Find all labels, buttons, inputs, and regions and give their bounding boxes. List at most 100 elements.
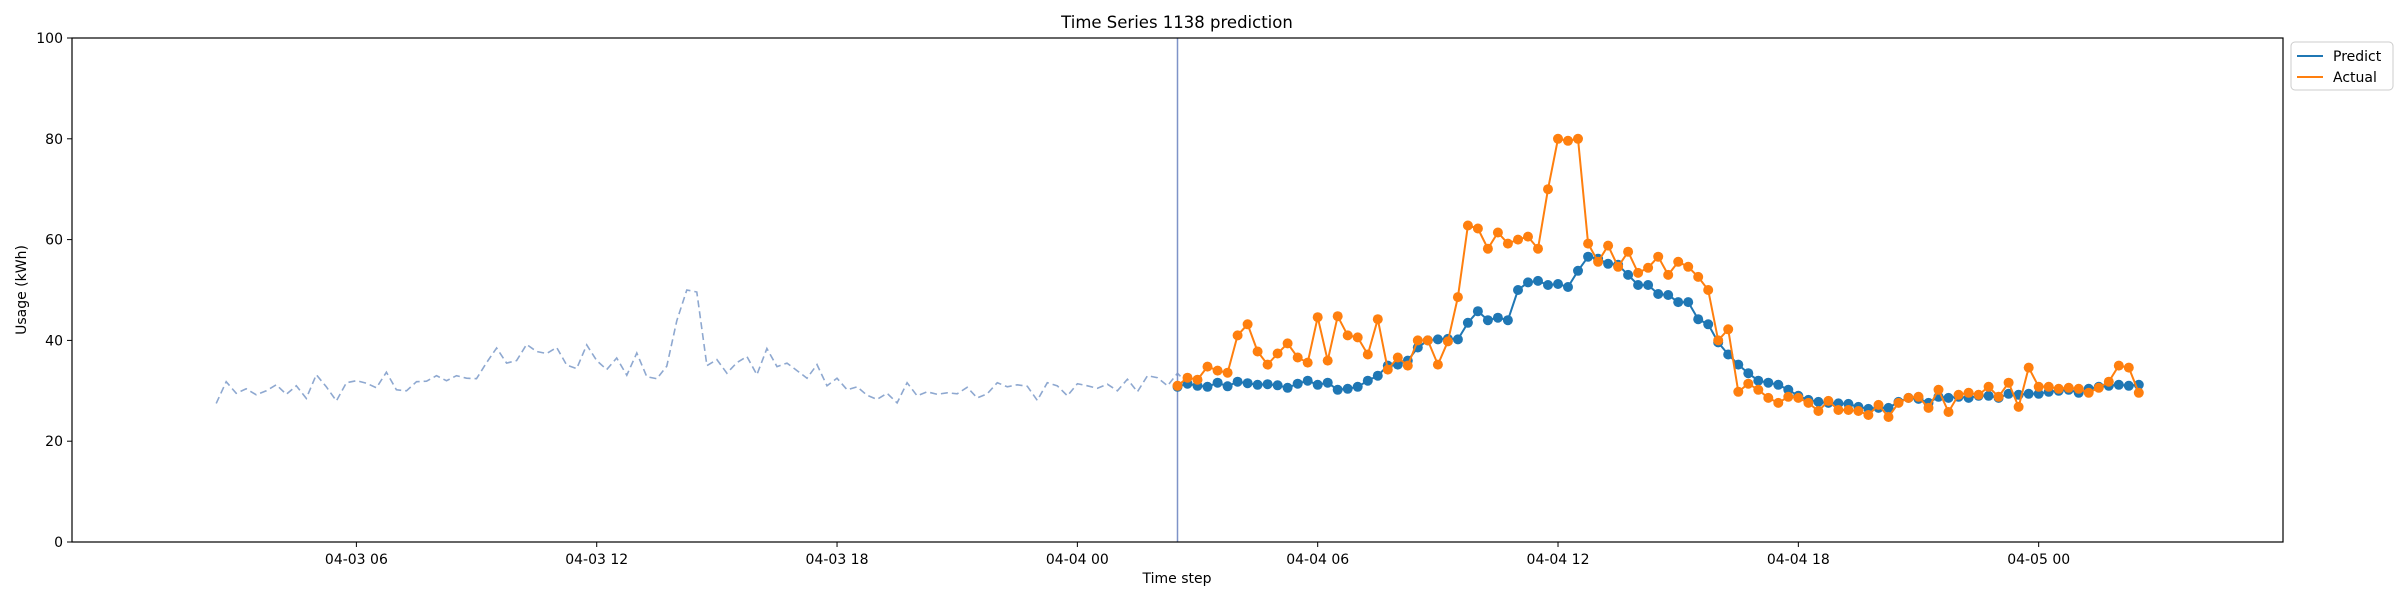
predict-point: [1272, 380, 1283, 391]
actual-point: [1773, 397, 1784, 408]
predict-point: [1452, 334, 1463, 345]
x-tick-label: 04-04 12: [1527, 552, 1590, 568]
actual-point: [1743, 378, 1754, 389]
predict-point: [1502, 315, 1513, 326]
predict-point: [1733, 359, 1744, 370]
predict-point: [1312, 379, 1323, 390]
actual-point: [1422, 335, 1433, 346]
predict-point: [1813, 396, 1824, 407]
predict-point: [1282, 382, 1293, 393]
actual-point: [1953, 389, 1964, 400]
predict-point: [2023, 388, 2034, 399]
predict-point: [1693, 314, 1704, 325]
predict-point: [1362, 375, 1373, 386]
actual-point: [1392, 352, 1403, 363]
actual-point: [1683, 261, 1694, 272]
actual-point: [1302, 357, 1313, 368]
actual-point: [1202, 361, 1213, 372]
predict-point: [1322, 377, 1333, 388]
actual-point: [1342, 330, 1353, 341]
actual-point: [1843, 405, 1854, 415]
predict-point: [1472, 306, 1483, 317]
actual-point: [2083, 387, 2094, 398]
actual-point: [2063, 382, 2074, 393]
predict-point: [1533, 275, 1543, 286]
x-tick-label: 04-03 12: [565, 552, 628, 568]
predict-point: [1352, 381, 1363, 392]
predict-point: [1222, 381, 1233, 392]
predict-point: [1633, 280, 1644, 290]
actual-point: [1482, 243, 1493, 254]
actual-point: [1272, 348, 1283, 359]
predict-point: [1653, 289, 1664, 299]
actual-point: [1863, 410, 1874, 420]
actual-point: [1633, 267, 1644, 278]
actual-point: [1513, 234, 1523, 245]
actual-point: [2093, 382, 2104, 393]
actual-point: [1312, 312, 1323, 323]
predict-point: [1683, 297, 1694, 308]
actual-point: [1492, 227, 1503, 238]
actual-point: [1623, 246, 1634, 257]
actual-point: [1262, 359, 1273, 370]
actual-point: [1903, 392, 1914, 403]
x-axis-label: Time step: [1142, 571, 1212, 587]
predict-point: [1773, 379, 1784, 390]
actual-point: [1442, 336, 1453, 347]
predict-point: [1563, 282, 1573, 292]
actual-point: [1242, 319, 1253, 330]
predict-point: [1252, 379, 1263, 390]
predict-point: [1743, 368, 1754, 379]
actual-point: [1533, 243, 1543, 254]
legend: Predict Actual: [2290, 41, 2394, 91]
predict-point: [1543, 280, 1553, 290]
predict-point: [1372, 370, 1383, 381]
actual-point: [1563, 135, 1573, 146]
actual-point: [1543, 184, 1553, 195]
actual-point: [1883, 412, 1894, 422]
y-tick-label: 60: [45, 233, 63, 249]
predict-point: [1232, 376, 1243, 387]
actual-point: [2103, 376, 2114, 387]
actual-point: [1893, 397, 1904, 408]
predict-point: [1332, 384, 1343, 395]
actual-point: [2073, 383, 2084, 394]
predict-point: [1392, 359, 1403, 370]
actual-point: [1222, 367, 1233, 378]
actual-point: [1252, 346, 1263, 357]
predict-point: [1983, 390, 1994, 401]
history-series: [215, 289, 1189, 405]
predict-point: [1673, 297, 1684, 308]
actual-point: [1813, 406, 1824, 416]
predict-point: [1462, 317, 1473, 328]
actual-point: [1362, 349, 1373, 360]
actual-point: [1613, 261, 1624, 272]
actual-point: [1983, 381, 1994, 392]
predict-point: [1242, 378, 1253, 389]
predict-point: [1703, 319, 1714, 330]
predict-point: [1292, 378, 1303, 389]
predict-point: [1482, 315, 1493, 326]
legend-predict-label: Predict: [2333, 49, 2382, 65]
predict-point: [1302, 375, 1313, 386]
actual-point: [1823, 395, 1834, 406]
predict-point: [1603, 258, 1614, 269]
predict-point: [1753, 375, 1764, 386]
predict-point: [1513, 285, 1523, 295]
x-tick-label: 04-03 18: [806, 552, 869, 568]
y-tick-label: 80: [45, 132, 63, 148]
x-tick-label: 04-04 00: [1046, 552, 1109, 568]
predict-point: [1342, 383, 1353, 394]
actual-point: [1472, 223, 1483, 234]
predict-point: [1763, 377, 1774, 388]
x-tick-label: 04-04 06: [1286, 552, 1349, 568]
chart-title: Time Series 1138 prediction: [1060, 13, 1293, 32]
history-line: [215, 289, 1189, 405]
actual-point: [1963, 387, 1974, 398]
actual-point: [1923, 402, 1934, 413]
actual-point: [1583, 238, 1594, 249]
actual-point: [1663, 269, 1674, 280]
actual-point: [2113, 360, 2124, 371]
actual-point: [1693, 271, 1704, 282]
actual-point: [1523, 231, 1533, 242]
